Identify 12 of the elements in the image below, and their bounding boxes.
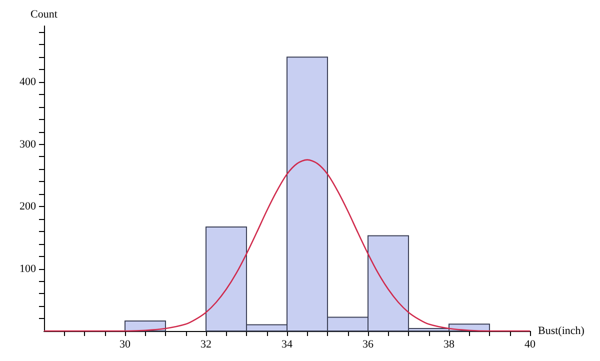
y-tick-label: 100 [20, 262, 36, 275]
x-axis-title: Bust(inch) [538, 325, 585, 337]
x-tick-label: 34 [282, 338, 293, 350]
y-tick-label: 400 [20, 76, 36, 88]
x-tick-label: 38 [444, 338, 455, 350]
x-tick-label: 32 [200, 338, 212, 350]
y-axis-title: Count [30, 8, 58, 20]
x-tick-label: 36 [362, 338, 374, 350]
x-tick-label: 40 [524, 338, 536, 350]
y-tick-label: 300 [20, 138, 36, 150]
y-tick-label: 200 [20, 200, 36, 213]
x-tick-label: 30 [120, 338, 131, 350]
